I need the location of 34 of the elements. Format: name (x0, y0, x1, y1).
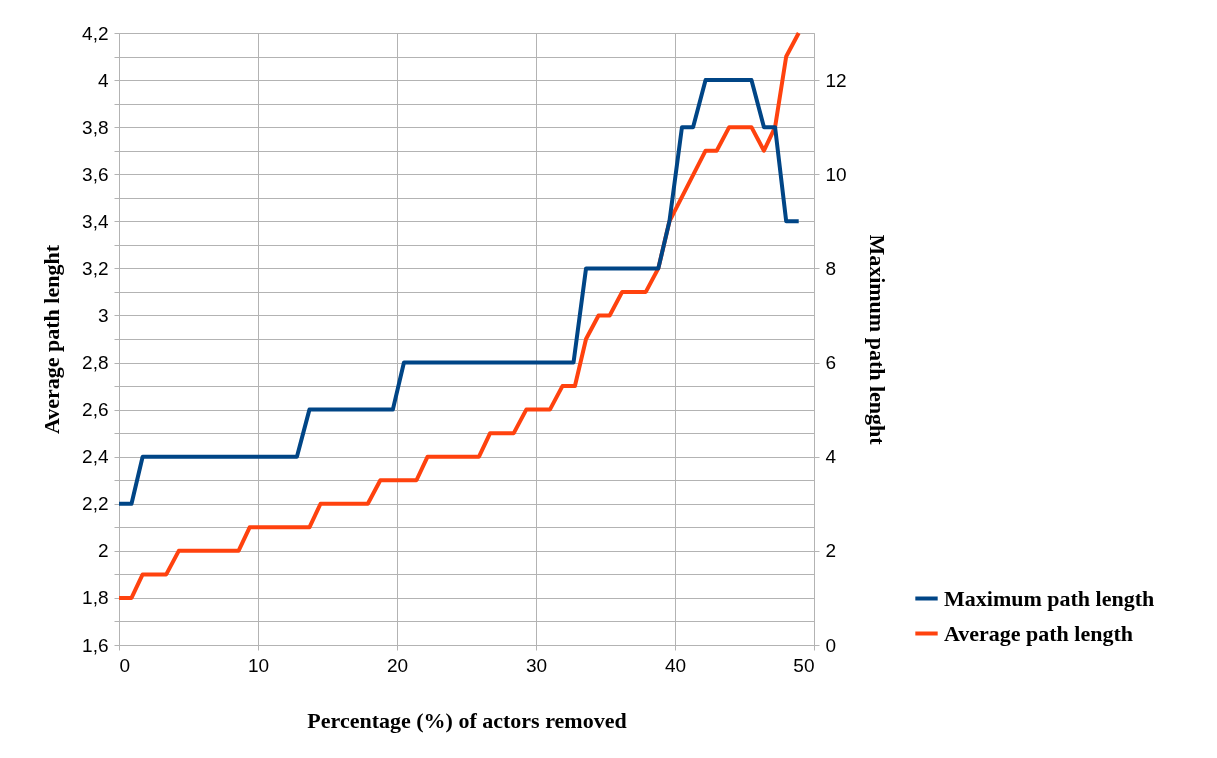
y-tick-label: 2 (97, 540, 109, 562)
x-tick-label: 30 (525, 654, 548, 676)
y-tick-label: 2,4 (82, 446, 109, 468)
y-tick-label: 2,8 (82, 352, 109, 374)
y-tick-label: 1,6 (82, 634, 109, 656)
y-tick-label: 4,2 (82, 22, 109, 44)
y-tick-label: 3,2 (82, 257, 109, 279)
y2-tick-label: 10 (825, 163, 847, 185)
legend-label: Maximum path length (944, 585, 1155, 611)
y-tick-label: 1,8 (82, 587, 109, 609)
y-tick-label: 3 (97, 304, 109, 326)
y-tick-label: 2,2 (82, 493, 109, 515)
y-tick-label: 4 (97, 69, 109, 91)
y-tick-label: 3,6 (82, 163, 109, 185)
y2-tick-label: 0 (825, 634, 837, 656)
y2-tick-label: 6 (825, 352, 837, 374)
y2-axis-title: Maximum path lenght (864, 234, 890, 446)
y-tick-label: 3,4 (82, 210, 109, 232)
y-tick-label: 3,8 (82, 116, 109, 138)
y-axis-title: Average path lenght (39, 244, 65, 435)
x-tick-label: 0 (119, 654, 131, 676)
y2-tick-label: 4 (825, 446, 837, 468)
y2-tick-label: 2 (825, 540, 837, 562)
y2-tick-label: 12 (825, 69, 847, 91)
x-tick-label: 10 (247, 654, 270, 676)
y2-tick-label: 8 (825, 257, 837, 279)
x-tick-label: 40 (664, 654, 687, 676)
y-tick-label: 2,6 (82, 399, 109, 421)
legend-label: Average path length (944, 620, 1134, 646)
line-series (117, 31, 801, 600)
x-axis-title: Percentage (%) of actors removed (307, 707, 627, 733)
x-tick-label: 20 (386, 654, 409, 676)
x-tick-label: 50 (793, 654, 815, 676)
line-series (117, 78, 801, 506)
